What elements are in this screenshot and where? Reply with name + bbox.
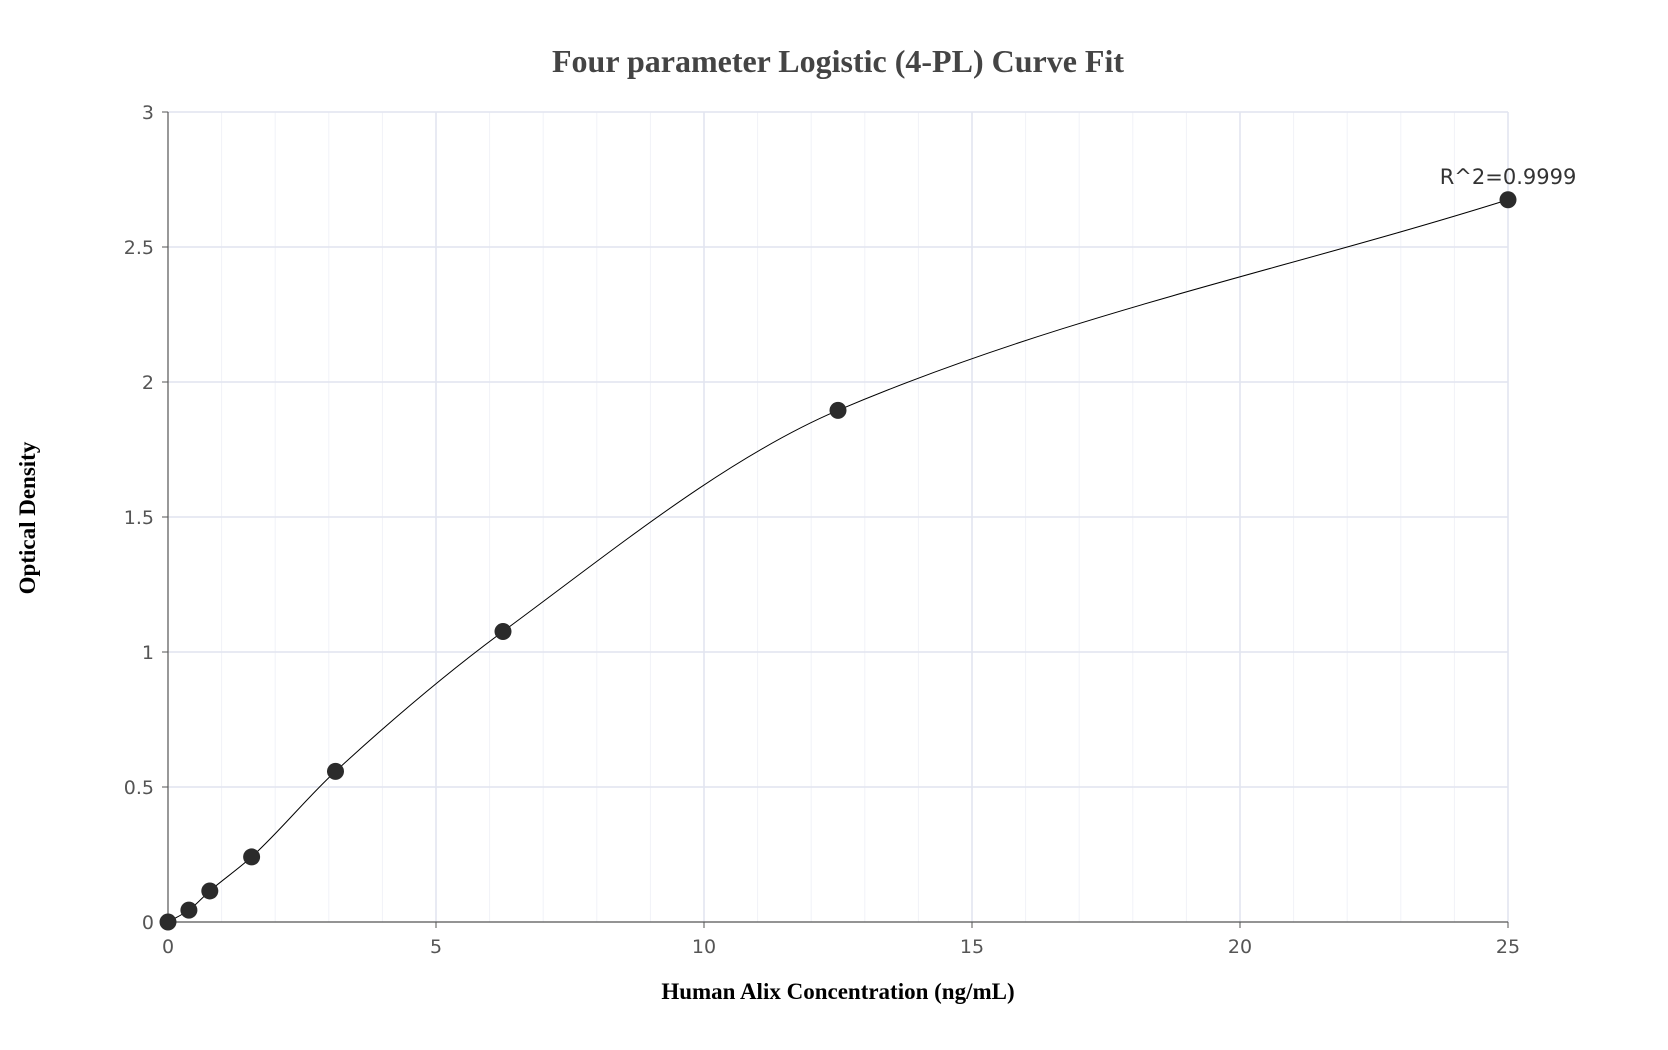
data-point <box>494 622 512 640</box>
data-point <box>327 762 344 780</box>
x-tick-label: 25 <box>1496 936 1520 958</box>
y-tick-label: 0.5 <box>124 777 154 799</box>
x-tick-label: 0 <box>162 936 174 958</box>
y-tick-label: 3 <box>142 102 154 124</box>
data-point <box>829 401 847 419</box>
data-point <box>159 913 177 931</box>
data-point <box>1499 191 1517 209</box>
y-axis-label: Optical Density <box>15 441 40 594</box>
x-axis-label: Human Alix Concentration (ng/mL) <box>661 979 1014 1004</box>
x-tick-label: 5 <box>430 936 442 958</box>
fit-curve <box>167 199 1509 923</box>
grid <box>168 111 1509 922</box>
x-tick-label: 15 <box>960 936 984 958</box>
data-point <box>201 882 219 900</box>
y-tick-label: 2.5 <box>124 237 154 259</box>
axes <box>162 111 1509 928</box>
y-tick-label: 1 <box>142 642 154 664</box>
data-point <box>243 848 261 866</box>
x-tick-label: 20 <box>1228 936 1252 958</box>
data-points <box>159 191 1517 931</box>
y-tick-label: 2 <box>142 372 154 394</box>
y-tick-label: 1.5 <box>124 507 154 529</box>
y-tick-label: 0 <box>142 912 154 934</box>
chart-title: Four parameter Logistic (4-PL) Curve Fit <box>552 43 1124 79</box>
x-tick-label: 10 <box>692 936 716 958</box>
data-point <box>180 901 198 919</box>
r-squared-annotation: R^2=0.9999 <box>1440 165 1577 189</box>
tick-labels: 0 5 10 15 20 25 0 0.5 1 1.5 2 2.5 3 <box>124 102 1520 958</box>
